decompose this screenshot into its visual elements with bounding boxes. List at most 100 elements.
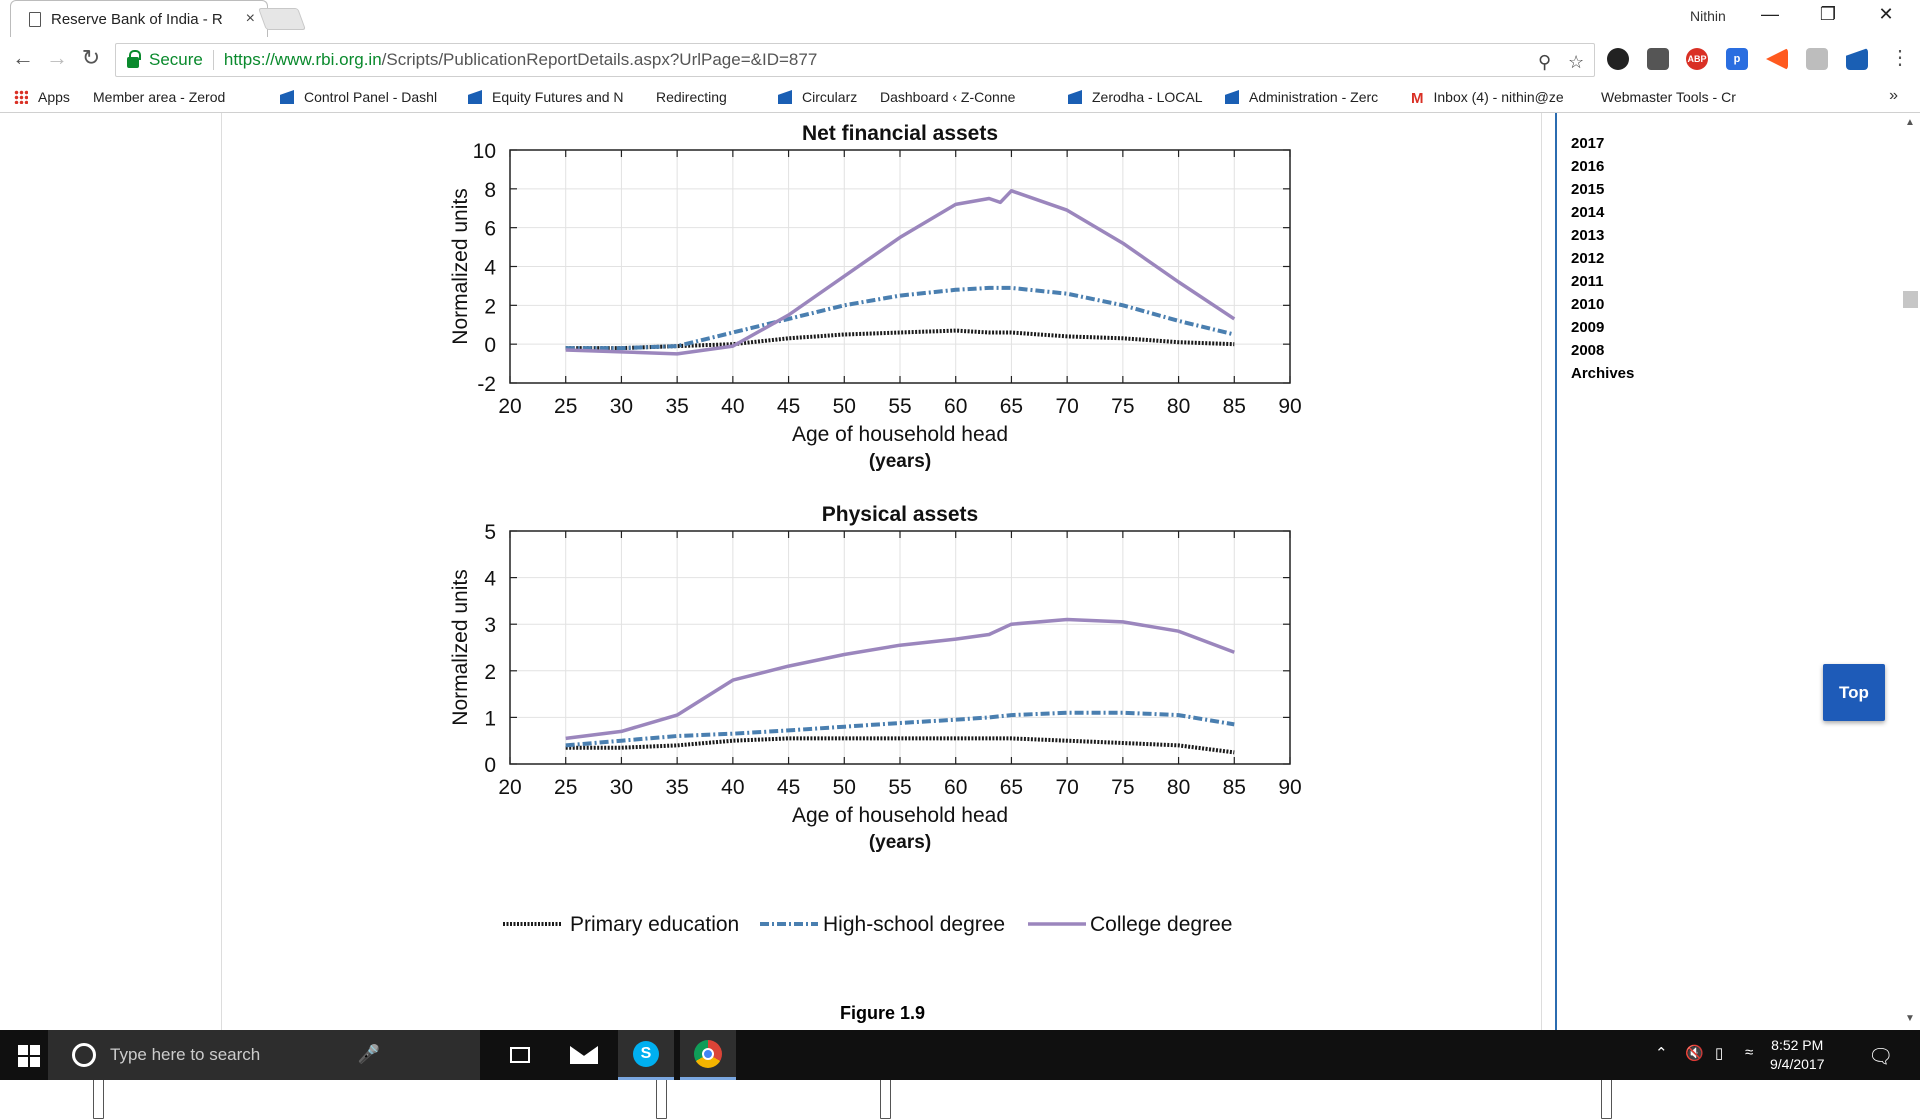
tray-overflow-icon[interactable]: ⌃ bbox=[1655, 1045, 1668, 1062]
menu-icon[interactable]: ⋮ bbox=[1890, 47, 1910, 69]
adblock-icon[interactable]: ABP bbox=[1686, 48, 1708, 70]
bookmark-item[interactable]: Dashboard ‹ Z-Conne bbox=[880, 89, 1015, 1119]
search-placeholder: Type here to search bbox=[110, 1045, 261, 1064]
bookmark-item[interactable]: Control Panel - Dashl bbox=[280, 89, 437, 105]
legend-primary-label: Primary education bbox=[570, 913, 739, 936]
mail-app-icon[interactable] bbox=[556, 1030, 612, 1080]
x-tick-label: 65 bbox=[1000, 395, 1023, 418]
x-axis-label: Age of household head bbox=[792, 804, 1008, 827]
series-line-highschool bbox=[565, 710, 1235, 748]
browser-tab[interactable]: Reserve Bank of India - R × bbox=[10, 0, 268, 37]
windows-start-icon[interactable] bbox=[18, 1045, 40, 1067]
bookmark-item[interactable]: Equity Futures and N bbox=[468, 89, 624, 105]
bookmark-star-icon[interactable]: ☆ bbox=[1568, 52, 1585, 72]
x-tick-label: 90 bbox=[1278, 776, 1301, 799]
x-tick-label: 85 bbox=[1223, 776, 1246, 799]
minimize-button[interactable]: — bbox=[1761, 4, 1779, 24]
year-link[interactable]: 2009 bbox=[1571, 319, 1605, 336]
close-tab-icon[interactable]: × bbox=[245, 10, 255, 27]
series-line-college bbox=[565, 189, 1236, 356]
year-link[interactable]: 2017 bbox=[1571, 135, 1605, 152]
y-axis-label: Normalized units bbox=[449, 569, 472, 725]
taskbar-clock[interactable]: 8:52 PM 9/4/2017 bbox=[1770, 1036, 1825, 1074]
legend-highschool-label: High-school degree bbox=[823, 913, 1005, 936]
x-axis-unit: (years) bbox=[869, 832, 931, 853]
x-tick-label: 35 bbox=[665, 395, 688, 418]
back-button[interactable]: ← bbox=[12, 45, 34, 70]
battery-icon[interactable]: ▯ bbox=[1715, 1045, 1724, 1062]
bookmark-item[interactable]: Member area - Zerod bbox=[93, 89, 225, 1119]
volume-muted-icon[interactable]: 🔇 bbox=[1685, 1045, 1704, 1062]
skype-app-icon[interactable]: S bbox=[618, 1030, 674, 1080]
extension-shield-icon[interactable] bbox=[1647, 48, 1669, 70]
year-link[interactable]: 2013 bbox=[1571, 227, 1605, 244]
bookmark-apps[interactable]: Apps bbox=[14, 89, 70, 105]
x-tick-label: 25 bbox=[554, 776, 577, 799]
url-path: /Scripts/PublicationReportDetails.aspx?U… bbox=[381, 50, 818, 69]
x-tick-label: 45 bbox=[777, 395, 800, 418]
bookmark-item[interactable]: Administration - Zerc bbox=[1225, 89, 1378, 105]
bookmark-item[interactable]: Webmaster Tools - Cr bbox=[1601, 89, 1736, 1119]
restore-button[interactable]: ❐ bbox=[1819, 4, 1837, 24]
x-axis-unit: (years) bbox=[869, 451, 931, 472]
y-tick-label: 6 bbox=[484, 218, 496, 241]
new-tab-button[interactable] bbox=[257, 8, 307, 30]
profile-name[interactable]: Nithin bbox=[1690, 8, 1726, 24]
action-center-icon[interactable]: 🗨 bbox=[1868, 1046, 1894, 1068]
scroll-up-icon[interactable]: ▲ bbox=[1905, 117, 1915, 128]
year-link[interactable]: 2014 bbox=[1571, 204, 1605, 221]
bookmarks-overflow-button[interactable]: » bbox=[1889, 87, 1898, 104]
year-link[interactable]: 2016 bbox=[1571, 158, 1605, 175]
year-link[interactable]: 2012 bbox=[1571, 250, 1605, 267]
wifi-icon[interactable]: ≈ bbox=[1745, 1044, 1754, 1061]
microphone-icon[interactable]: 🎤 bbox=[357, 1044, 380, 1064]
extension-dark-icon[interactable] bbox=[1607, 48, 1629, 70]
tab-strip: Reserve Bank of India - R × Nithin — ❐ ✕ bbox=[0, 0, 1920, 37]
task-view-icon[interactable] bbox=[492, 1030, 548, 1080]
chart-title: Physical assets bbox=[822, 503, 978, 526]
y-tick-label: 1 bbox=[484, 707, 496, 730]
bookmark-item[interactable]: Circularz bbox=[778, 89, 857, 105]
scroll-thumb[interactable] bbox=[1903, 291, 1918, 308]
x-tick-label: 75 bbox=[1111, 395, 1134, 418]
back-to-top-button[interactable]: Top bbox=[1823, 664, 1885, 721]
bookmark-item[interactable]: Redirecting bbox=[656, 89, 727, 1119]
clock-time: 8:52 PM bbox=[1771, 1037, 1824, 1053]
blue-flag-icon bbox=[1068, 90, 1082, 104]
bookmarks-bar: Apps Member area - Zerod Control Panel -… bbox=[0, 81, 1920, 1119]
reload-button[interactable]: ↻ bbox=[81, 45, 101, 70]
x-tick-label: 60 bbox=[944, 395, 967, 418]
content-divider bbox=[221, 113, 222, 1030]
extension-blue-icon[interactable] bbox=[1846, 48, 1868, 70]
cortana-icon bbox=[72, 1043, 96, 1067]
y-axis-label: Normalized units bbox=[449, 188, 472, 344]
year-link[interactable]: Archives bbox=[1571, 365, 1635, 382]
address-bar[interactable]: Secure https://www.rbi.org.in/Scripts/Pu… bbox=[115, 43, 1595, 77]
bookmark-item[interactable]: Zerodha - LOCAL bbox=[1068, 89, 1203, 105]
blue-flag-icon bbox=[778, 90, 792, 104]
x-tick-label: 50 bbox=[833, 776, 856, 799]
close-window-button[interactable]: ✕ bbox=[1878, 4, 1894, 24]
chrome-app-icon[interactable] bbox=[680, 1030, 736, 1080]
forward-button[interactable]: → bbox=[46, 45, 68, 70]
x-tick-label: 70 bbox=[1055, 776, 1078, 799]
y-tick-label: 8 bbox=[484, 179, 496, 202]
extension-grid-icon[interactable] bbox=[1806, 48, 1828, 70]
year-link[interactable]: 2015 bbox=[1571, 181, 1605, 198]
year-link[interactable]: 2008 bbox=[1571, 342, 1605, 359]
extension-p-icon[interactable]: p bbox=[1726, 48, 1748, 70]
x-tick-label: 45 bbox=[777, 776, 800, 799]
chart-title: Net financial assets bbox=[802, 122, 998, 145]
scroll-down-icon[interactable]: ▼ bbox=[1905, 1013, 1915, 1024]
page-scrollbar[interactable]: ▲ ▼ bbox=[1900, 113, 1920, 1030]
x-tick-label: 80 bbox=[1167, 395, 1190, 418]
y-tick-label: 2 bbox=[484, 661, 496, 684]
bookmark-item[interactable]: M Inbox (4) - nithin@ze bbox=[1411, 89, 1564, 107]
x-tick-label: 30 bbox=[610, 776, 633, 799]
year-link[interactable]: 2010 bbox=[1571, 296, 1605, 313]
zoom-icon[interactable]: ⚲ bbox=[1538, 52, 1552, 72]
x-tick-label: 20 bbox=[498, 776, 521, 799]
extension-arrow-icon[interactable] bbox=[1766, 48, 1788, 70]
taskbar-search[interactable]: Type here to search 🎤 bbox=[48, 1030, 480, 1080]
year-link[interactable]: 2011 bbox=[1571, 273, 1604, 290]
